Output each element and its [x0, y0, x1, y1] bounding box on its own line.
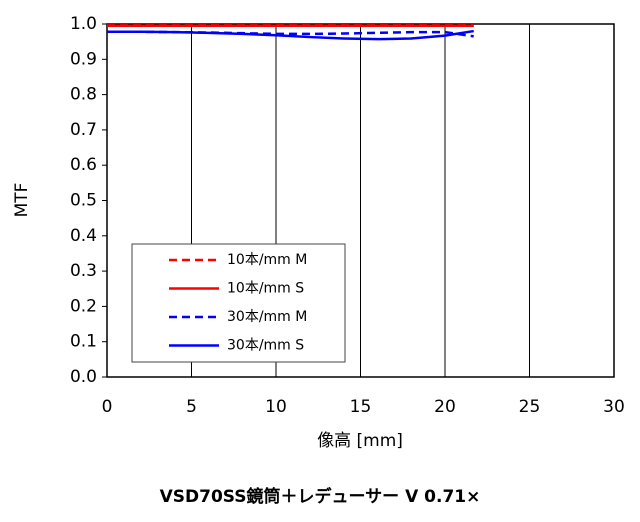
y-tick-label: 0.6 — [70, 155, 97, 175]
legend-label: 30本/mm M — [227, 309, 307, 325]
y-tick-label: 1.0 — [70, 14, 97, 34]
x-tick-label: 0 — [102, 397, 113, 417]
y-tick-label: 0.2 — [70, 296, 97, 316]
legend-label: 10本/mm S — [227, 281, 304, 297]
x-axis-label: 像高 [mm] — [317, 431, 403, 451]
y-tick-label: 0.0 — [70, 367, 97, 387]
x-tick-label: 10 — [265, 397, 287, 417]
y-axis-label: MTF — [12, 183, 32, 218]
x-tick-label: 30 — [603, 397, 625, 417]
x-tick-label: 25 — [519, 397, 541, 417]
chart-title: VSD70SS鏡筒＋レデューサー V 0.71× — [160, 486, 481, 507]
y-tick-label: 0.3 — [70, 261, 97, 281]
x-tick-label: 15 — [350, 397, 372, 417]
y-tick-label: 0.7 — [70, 120, 97, 140]
plot-frame — [106, 23, 615, 378]
legend-label: 10本/mm M — [227, 252, 307, 268]
legend-box — [131, 243, 346, 363]
y-tick-label: 0.4 — [70, 226, 97, 246]
y-tick-label: 0.9 — [70, 49, 97, 69]
legend-label: 30本/mm S — [227, 338, 304, 354]
y-tick-label: 0.5 — [70, 191, 97, 211]
y-tick-label: 0.8 — [70, 85, 97, 105]
series-line — [107, 29, 474, 41]
x-tick-label: 20 — [434, 397, 456, 417]
x-tick-label: 5 — [186, 397, 197, 417]
y-tick-label: 0.1 — [70, 332, 97, 352]
series-line — [107, 30, 474, 38]
